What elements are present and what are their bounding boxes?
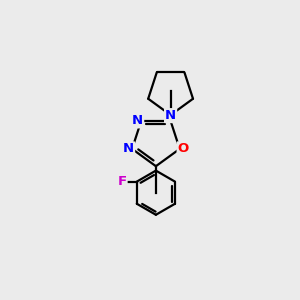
Text: F: F bbox=[118, 175, 127, 188]
Text: O: O bbox=[178, 142, 189, 155]
Text: N: N bbox=[165, 109, 176, 122]
Text: N: N bbox=[123, 142, 134, 155]
Text: N: N bbox=[132, 114, 143, 128]
